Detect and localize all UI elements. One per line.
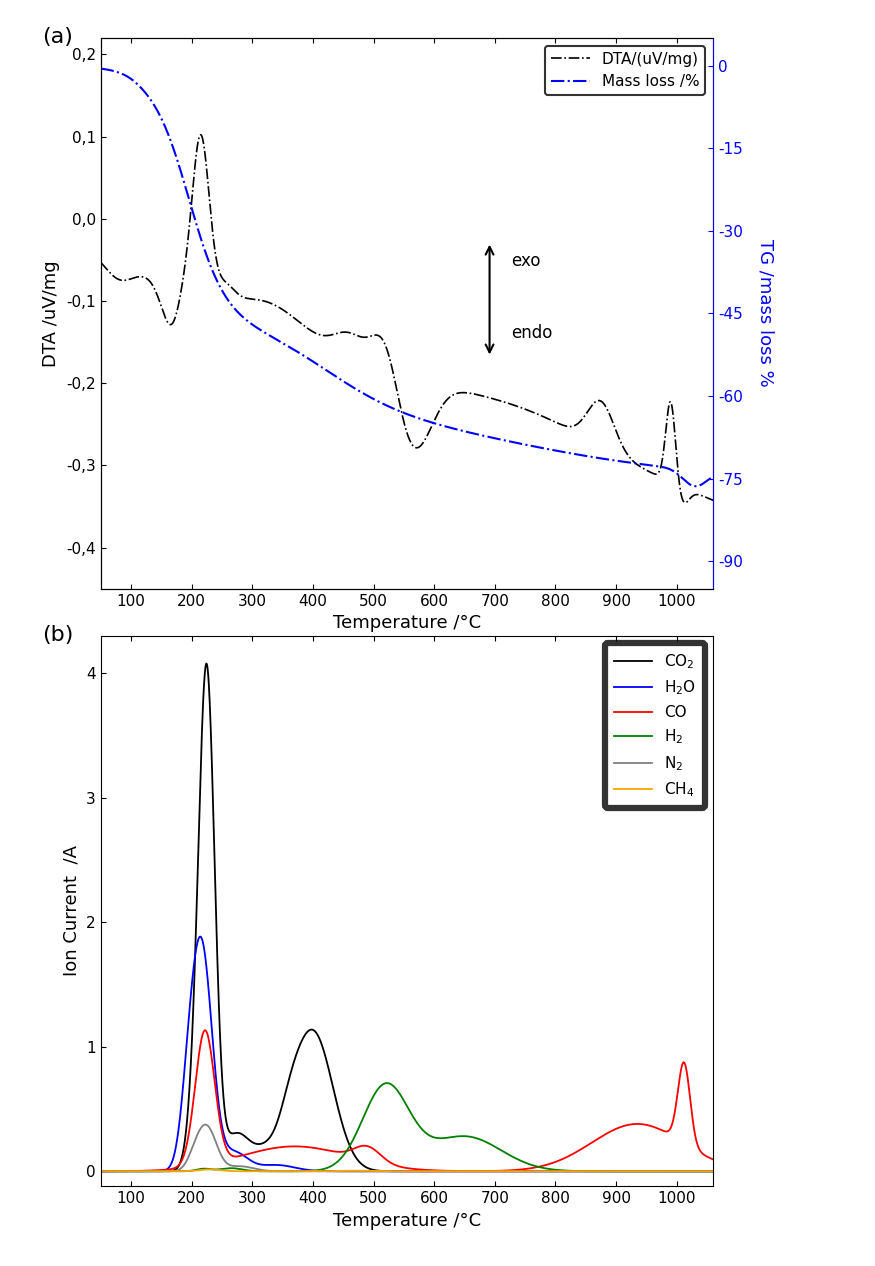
Y-axis label: DTA /uV/mg: DTA /uV/mg: [43, 260, 60, 367]
Text: endo: endo: [511, 324, 552, 342]
Y-axis label: TG /mass loss %: TG /mass loss %: [756, 239, 774, 387]
Y-axis label: Ion Current  /A: Ion Current /A: [62, 846, 80, 976]
X-axis label: Temperature /°C: Temperature /°C: [332, 1212, 481, 1229]
Text: (a): (a): [42, 27, 74, 47]
Text: (b): (b): [42, 624, 74, 644]
Text: exo: exo: [511, 252, 541, 270]
X-axis label: Temperature /°C: Temperature /°C: [332, 614, 481, 632]
Legend: DTA/(uV/mg), Mass loss /%: DTA/(uV/mg), Mass loss /%: [545, 46, 705, 95]
Legend: CO$_2$, H$_2$O, CO, H$_2$, N$_2$, CH$_4$: CO$_2$, H$_2$O, CO, H$_2$, N$_2$, CH$_4$: [605, 643, 705, 808]
